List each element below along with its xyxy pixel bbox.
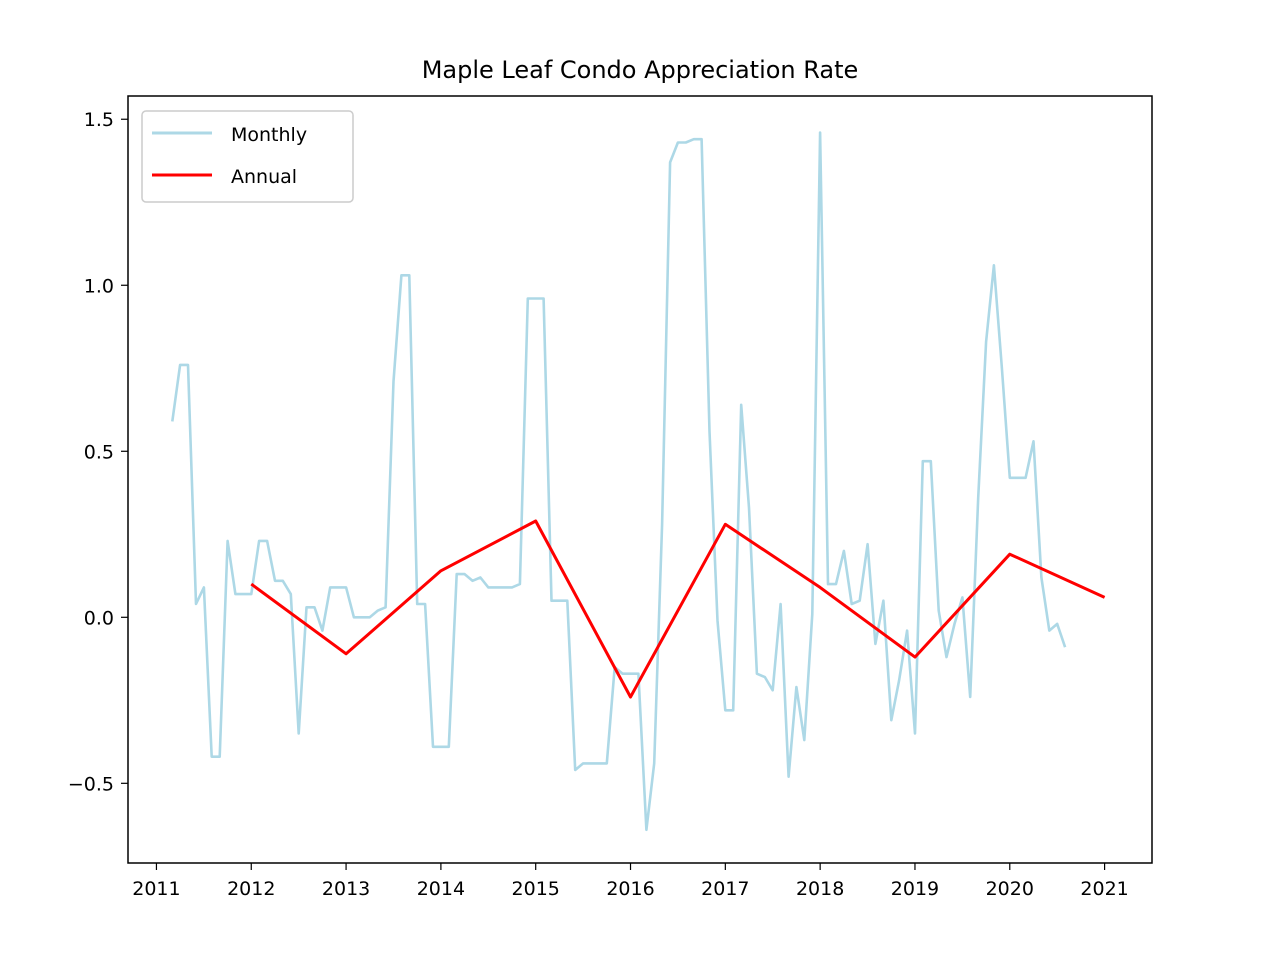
x-tick-label: 2015 (512, 878, 560, 900)
legend-label-annual: Annual (231, 166, 297, 188)
y-tick-label: 0.5 (84, 441, 114, 463)
x-axis: 2011 2012 2013 2014 2015 2016 2017 2018 2019 2020… (132, 863, 1129, 900)
axes-frame (127, 95, 1153, 864)
x-tick-label: 2019 (891, 878, 939, 900)
series-line-annual (250, 519, 1106, 699)
x-tick-label: 2014 (417, 878, 465, 900)
x-tick-label: 2016 (606, 878, 654, 900)
x-tick-label: 2012 (227, 878, 275, 900)
x-tick-label: 2021 (1080, 878, 1128, 900)
series-line-monthly (171, 131, 1067, 832)
x-tick-label: 2013 (322, 878, 370, 900)
y-tick-label: 1.0 (84, 275, 114, 297)
y-tick-label: −0.5 (68, 773, 114, 795)
legend-label-monthly: Monthly (231, 124, 307, 146)
chart-title: Maple Leaf Condo Appreciation Rate (422, 56, 859, 84)
legend: Monthly Annual (141, 110, 354, 203)
plot-area (171, 131, 1106, 832)
y-tick-label: 1.5 (84, 109, 114, 131)
x-tick-label: 2011 (132, 878, 180, 900)
x-tick-label: 2018 (796, 878, 844, 900)
x-tick-label: 2017 (701, 878, 749, 900)
y-axis: −0.5 0.0 0.5 1.0 1.5 (68, 109, 128, 795)
x-tick-label: 2020 (986, 878, 1034, 900)
y-tick-label: 0.0 (84, 607, 114, 629)
